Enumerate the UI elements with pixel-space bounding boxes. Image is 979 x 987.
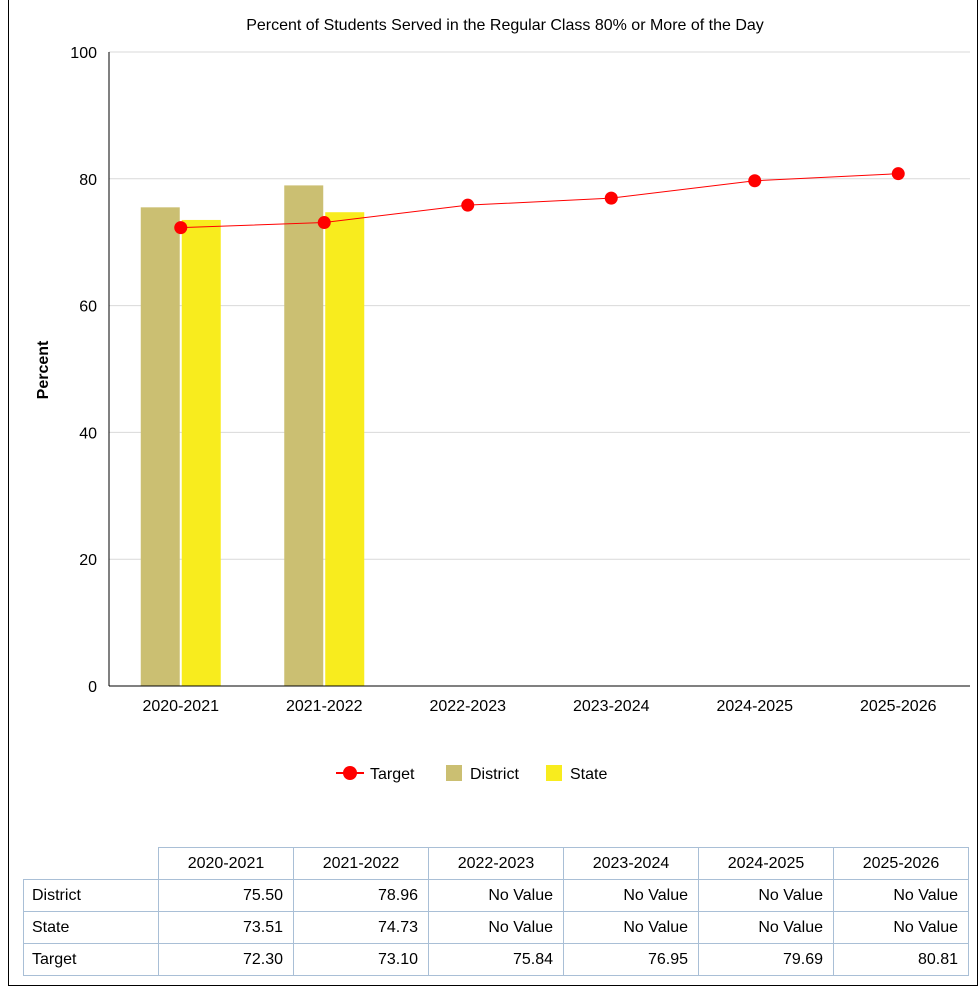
point-target xyxy=(604,191,618,205)
legend-swatch xyxy=(446,765,462,781)
table-cell: No Value xyxy=(833,879,969,912)
table-row: State 73.51 74.73 No Value No Value No Value N… xyxy=(23,911,969,944)
table-cell: 76.95 xyxy=(563,943,699,976)
line-target xyxy=(180,173,899,229)
table-row-label: State xyxy=(23,911,159,944)
table-cell: No Value xyxy=(698,879,834,912)
table-column-header: 2022-2023 xyxy=(428,847,564,880)
y-tick-label: 100 xyxy=(70,45,97,62)
bars xyxy=(140,185,365,687)
y-tick-label: 0 xyxy=(88,679,97,696)
table-row-label: Target xyxy=(23,943,159,976)
y-tick-label: 40 xyxy=(79,425,97,442)
table-cell: 72.30 xyxy=(158,943,294,976)
point-target xyxy=(174,221,188,235)
legend-label: State xyxy=(570,766,607,783)
y-tick-label: 60 xyxy=(79,299,97,316)
table-corner xyxy=(23,847,159,880)
table-column-header: 2020-2021 xyxy=(158,847,294,880)
point-target xyxy=(461,198,475,212)
table-cell: 73.10 xyxy=(293,943,429,976)
legend: Target District State xyxy=(336,765,607,783)
table-cell: 73.51 xyxy=(158,911,294,944)
target-line xyxy=(174,167,905,235)
bar-district xyxy=(284,185,324,686)
table-cell: No Value xyxy=(563,911,699,944)
table-row: District 75.50 78.96 No Value No Value No Val… xyxy=(23,879,969,912)
x-tick-label: 2025-2026 xyxy=(860,698,937,715)
axes: 0 20 40 60 80 100 2020-2021 2021-2022 2022-2023 2… xyxy=(70,45,970,715)
y-axis-label: Percent xyxy=(35,340,52,399)
x-tick-label: 2021-2022 xyxy=(286,698,363,715)
chart-title: Percent of Students Served in the Regula… xyxy=(246,17,764,34)
bar-state xyxy=(181,219,221,686)
table-column-header: 2024-2025 xyxy=(698,847,834,880)
chart-frame xyxy=(8,0,978,986)
table-cell: 74.73 xyxy=(293,911,429,944)
point-target xyxy=(317,216,331,230)
x-tick-label: 2020-2021 xyxy=(142,698,219,715)
bar-state xyxy=(325,212,365,687)
x-tick-label: 2022-2023 xyxy=(429,698,506,715)
table-cell: No Value xyxy=(428,879,564,912)
table-cell: No Value xyxy=(563,879,699,912)
legend-label: Target xyxy=(370,766,415,783)
gridlines xyxy=(109,51,970,560)
point-target xyxy=(748,174,762,188)
legend-marker-dot xyxy=(343,766,357,780)
table-row-label: District xyxy=(23,879,159,912)
y-tick-label: 80 xyxy=(79,172,97,189)
y-tick-label: 20 xyxy=(79,552,97,569)
table-row: Target 72.30 73.10 75.84 76.95 79.69 80.81 xyxy=(23,943,969,976)
table-cell: No Value xyxy=(698,911,834,944)
x-tick-label: 2024-2025 xyxy=(716,698,793,715)
chart-canvas: Percent of Students Served in the Regula… xyxy=(35,17,970,783)
legend-swatch xyxy=(546,765,562,781)
point-target xyxy=(891,167,905,181)
legend-label: District xyxy=(470,766,519,783)
x-tick-label: 2023-2024 xyxy=(573,698,650,715)
bar-district xyxy=(140,207,180,686)
table-cell: 78.96 xyxy=(293,879,429,912)
table-column-header: 2023-2024 xyxy=(563,847,699,880)
table-cell: 79.69 xyxy=(698,943,834,976)
data-table: 2020-2021 2021-2022 2022-2023 2023-2024 2024… xyxy=(23,847,969,976)
table-header-row: 2020-2021 2021-2022 2022-2023 2023-2024 2024… xyxy=(23,847,969,880)
table-column-header: 2021-2022 xyxy=(293,847,429,880)
table-cell: 80.81 xyxy=(833,943,969,976)
table-cell: 75.50 xyxy=(158,879,294,912)
table-cell: 75.84 xyxy=(428,943,564,976)
table-cell: No Value xyxy=(428,911,564,944)
table-column-header: 2025-2026 xyxy=(833,847,969,880)
table-body: District 75.50 78.96 No Value No Value No Val… xyxy=(23,879,969,976)
table-cell: No Value xyxy=(833,911,969,944)
